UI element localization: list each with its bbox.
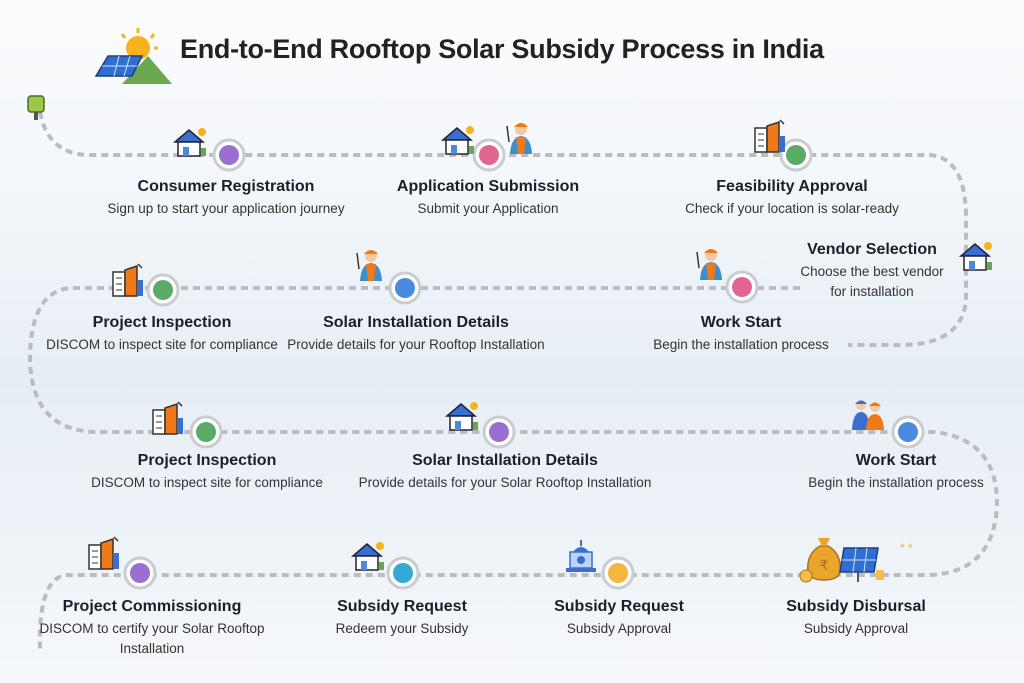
step-6: Solar Installation Details Provide detail… — [287, 314, 544, 355]
step-node-green — [196, 422, 216, 442]
step-title: Feasibility Approval — [716, 178, 868, 195]
svg-text:₹: ₹ — [820, 557, 829, 573]
step-title: Project Inspection — [137, 452, 277, 469]
step-title: Solar Installation Details — [323, 314, 509, 331]
step-title: Application Submission — [396, 178, 580, 195]
step-description: Check if your location is solar-ready — [685, 201, 899, 216]
step-11: Subsidy Disbursal Subsidy Approval — [786, 598, 926, 639]
step-description: Begin the installation process — [653, 337, 829, 352]
step-node-blue — [395, 278, 415, 298]
step-description: Choose the best vendor — [800, 264, 944, 279]
step-node-green — [786, 145, 806, 165]
building-icon — [88, 536, 119, 570]
solar-logo-icon — [94, 28, 172, 84]
step-node-purple — [219, 145, 239, 165]
step-title: Consumer Registration — [137, 178, 315, 195]
money-bag-solar-icon: ₹ * * — [799, 538, 913, 583]
step-5: Work Start Begin the installation process — [653, 314, 829, 355]
step-14: Project Commissioning DISCOM to certify y… — [39, 598, 264, 659]
house-solar-icon — [958, 242, 992, 271]
worker-icon — [696, 249, 722, 280]
step-title: Vendor Selection — [807, 241, 937, 258]
step-node-pink — [732, 277, 752, 297]
step-node-pink — [479, 145, 499, 165]
house-solar-icon — [440, 126, 474, 155]
step-description: Provide details for your Solar Rooftop I… — [358, 475, 652, 490]
step-3: Feasibility Approval Check if your locati… — [685, 178, 899, 219]
step-description-line2: for installation — [830, 284, 914, 299]
step-4: Vendor Selection Choose the best vendor fo… — [800, 241, 943, 302]
step-9: Solar Installation Details Provide detail… — [359, 452, 652, 493]
step-title: Subsidy Request — [337, 598, 467, 615]
worker-icon — [356, 250, 382, 281]
house-solar-icon — [444, 402, 478, 431]
step-description: DISCOM to inspect site for compliance — [91, 475, 323, 490]
house-solar-icon — [172, 128, 206, 157]
step-7: Project Inspection DISCOM to inspect site… — [46, 314, 278, 355]
plug-icon — [27, 95, 45, 120]
step-description: Begin the installation process — [808, 475, 984, 490]
building-icon — [112, 263, 143, 297]
step-1: Consumer Registration Sign up to start yo… — [107, 178, 344, 219]
page-title: End-to-End Rooftop Solar Subsidy Process… — [180, 34, 824, 64]
workers-icon — [852, 400, 884, 430]
step-title: Work Start — [855, 452, 937, 469]
building-icon — [152, 401, 183, 435]
step-description: Submit your Application — [417, 201, 559, 216]
step-description: DISCOM to inspect site for compliance — [46, 337, 278, 352]
step-8: Project Inspection DISCOM to inspect site… — [91, 452, 323, 493]
step-node-purple — [130, 563, 150, 583]
step-title: Subsidy Disbursal — [786, 598, 926, 615]
step-description: Provide details for your Rooftop Install… — [287, 337, 545, 352]
step-description: DISCOM to certify your Solar Rooftop — [39, 621, 265, 636]
svg-text:* *: * * — [900, 541, 913, 555]
step-node-purple — [489, 422, 509, 442]
worker-icon — [506, 123, 532, 154]
step-description: Subsidy Approval — [803, 621, 909, 636]
step-node-yellow — [608, 563, 628, 583]
step-10: Work Start Begin the installation process — [808, 452, 984, 493]
step-node-cyan — [393, 563, 413, 583]
step-node-blue — [898, 422, 918, 442]
government-building-icon — [566, 540, 596, 572]
step-description: Sign up to start your application journe… — [107, 201, 345, 216]
step-13: Subsidy Request Redeem your Subsidy — [336, 598, 469, 639]
step-description: Redeem your Subsidy — [335, 621, 469, 636]
step-node-green — [153, 280, 173, 300]
step-title: Project Commissioning — [62, 598, 242, 615]
step-title: Solar Installation Details — [412, 452, 598, 469]
step-2: Application Submission Submit your Applic… — [397, 178, 579, 219]
step-title: Subsidy Request — [554, 598, 684, 615]
step-title: Project Inspection — [92, 314, 232, 331]
building-icon — [754, 119, 785, 153]
step-12: Subsidy Request Subsidy Approval — [554, 598, 684, 639]
step-description: Subsidy Approval — [566, 621, 672, 636]
step-description-line2: Installation — [119, 641, 185, 656]
step-title: Work Start — [700, 314, 782, 331]
house-solar-icon — [350, 542, 384, 571]
